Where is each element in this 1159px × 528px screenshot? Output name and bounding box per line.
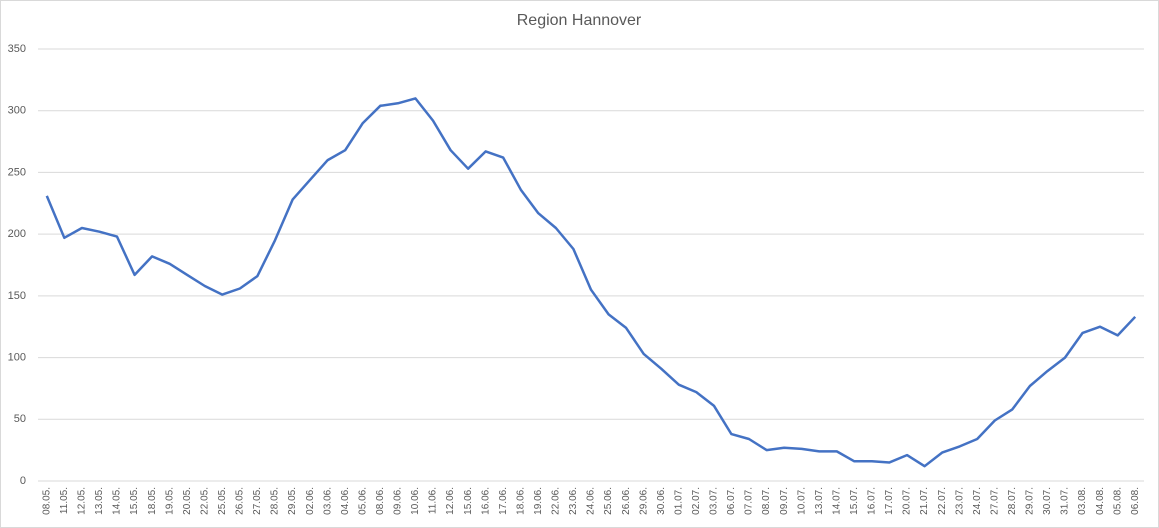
x-tick-label: 28.07. <box>1007 487 1018 515</box>
data-line <box>45 97 1137 468</box>
x-tick-label: 25.05. <box>217 487 228 515</box>
x-tick-label: 31.07. <box>1060 487 1071 515</box>
x-tick-label: 17.06. <box>498 487 509 515</box>
x-tick-label: 08.06. <box>375 487 386 515</box>
x-tick-label: 12.06. <box>445 487 456 515</box>
x-tick-label: 16.07. <box>867 487 878 515</box>
x-tick-label: 03.08. <box>1077 487 1088 515</box>
x-tick-label: 30.06. <box>656 487 667 515</box>
x-tick-label: 03.07. <box>709 487 720 515</box>
x-tick-label: 23.06. <box>568 487 579 515</box>
y-tick-label: 50 <box>14 413 26 425</box>
x-tick-label: 23.07. <box>954 487 965 515</box>
x-tick-label: 29.06. <box>638 487 649 515</box>
x-tick-label: 24.07. <box>972 487 983 515</box>
x-tick-label: 24.06. <box>586 487 597 515</box>
y-tick-label: 300 <box>8 105 26 117</box>
x-tick-label: 14.07. <box>831 487 842 515</box>
x-tick-label: 30.07. <box>1042 487 1053 515</box>
chart-title: Region Hannover <box>517 12 642 29</box>
x-tick-label: 08.07. <box>761 487 772 515</box>
x-tick-label: 09.06. <box>393 487 404 515</box>
x-tick-label: 20.07. <box>902 487 913 515</box>
x-tick-label: 21.07. <box>919 487 930 515</box>
x-tick-label: 18.05. <box>147 487 158 515</box>
x-tick-label: 22.07. <box>937 487 948 515</box>
x-tick-label: 06.08. <box>1130 487 1141 515</box>
x-tick-label: 26.06. <box>621 487 632 515</box>
x-tick-label: 05.08. <box>1112 487 1123 515</box>
x-tick-label: 28.05. <box>270 487 281 515</box>
x-tick-label: 29.05. <box>287 487 298 515</box>
x-tick-label: 27.07. <box>989 487 1000 515</box>
x-tick-label: 12.05. <box>77 487 88 515</box>
x-tick-label: 07.07. <box>744 487 755 515</box>
x-tick-label: 13.07. <box>814 487 825 515</box>
y-tick-label: 350 <box>8 43 26 55</box>
x-tick-label: 15.07. <box>849 487 860 515</box>
x-tick-label: 27.05. <box>252 487 263 515</box>
x-tick-label: 17.07. <box>884 487 895 515</box>
x-tick-label: 22.06. <box>551 487 562 515</box>
x-tick-label: 19.05. <box>164 487 175 515</box>
x-tick-label: 09.07. <box>779 487 790 515</box>
x-tick-label: 06.07. <box>726 487 737 515</box>
x-tick-label: 03.06. <box>322 487 333 515</box>
x-tick-label: 04.06. <box>340 487 351 515</box>
y-tick-label: 0 <box>20 475 26 487</box>
x-tick-label: 15.05. <box>129 487 140 515</box>
y-tick-label: 150 <box>8 290 26 302</box>
x-tick-label: 08.05. <box>41 487 52 515</box>
x-tick-label: 29.07. <box>1025 487 1036 515</box>
x-tick-label: 05.06. <box>357 487 368 515</box>
x-tick-label: 16.06. <box>480 487 491 515</box>
x-tick-label: 26.05. <box>235 487 246 515</box>
x-tick-label: 11.06. <box>428 487 439 514</box>
x-tick-label: 25.06. <box>603 487 614 515</box>
x-tick-label: 15.06. <box>463 487 474 515</box>
y-tick-label: 100 <box>8 351 26 363</box>
x-tick-label: 18.06. <box>515 487 526 515</box>
x-tick-label: 04.08. <box>1095 487 1106 515</box>
y-tick-label: 200 <box>8 228 26 240</box>
x-tick-label: 13.05. <box>94 487 105 515</box>
y-tick-label: 250 <box>8 166 26 178</box>
x-tick-label: 10.06. <box>410 487 421 515</box>
x-tick-label: 22.05. <box>199 487 210 515</box>
x-tick-label: 11.05. <box>59 487 70 514</box>
x-tick-label: 02.07. <box>691 487 702 515</box>
x-tick-label: 02.06. <box>305 487 316 515</box>
x-tick-label: 01.07. <box>673 487 684 515</box>
x-tick-label: 19.06. <box>533 487 544 515</box>
x-tick-label: 10.07. <box>796 487 807 515</box>
x-tick-label: 20.05. <box>182 487 193 515</box>
x-tick-label: 14.05. <box>112 487 123 515</box>
